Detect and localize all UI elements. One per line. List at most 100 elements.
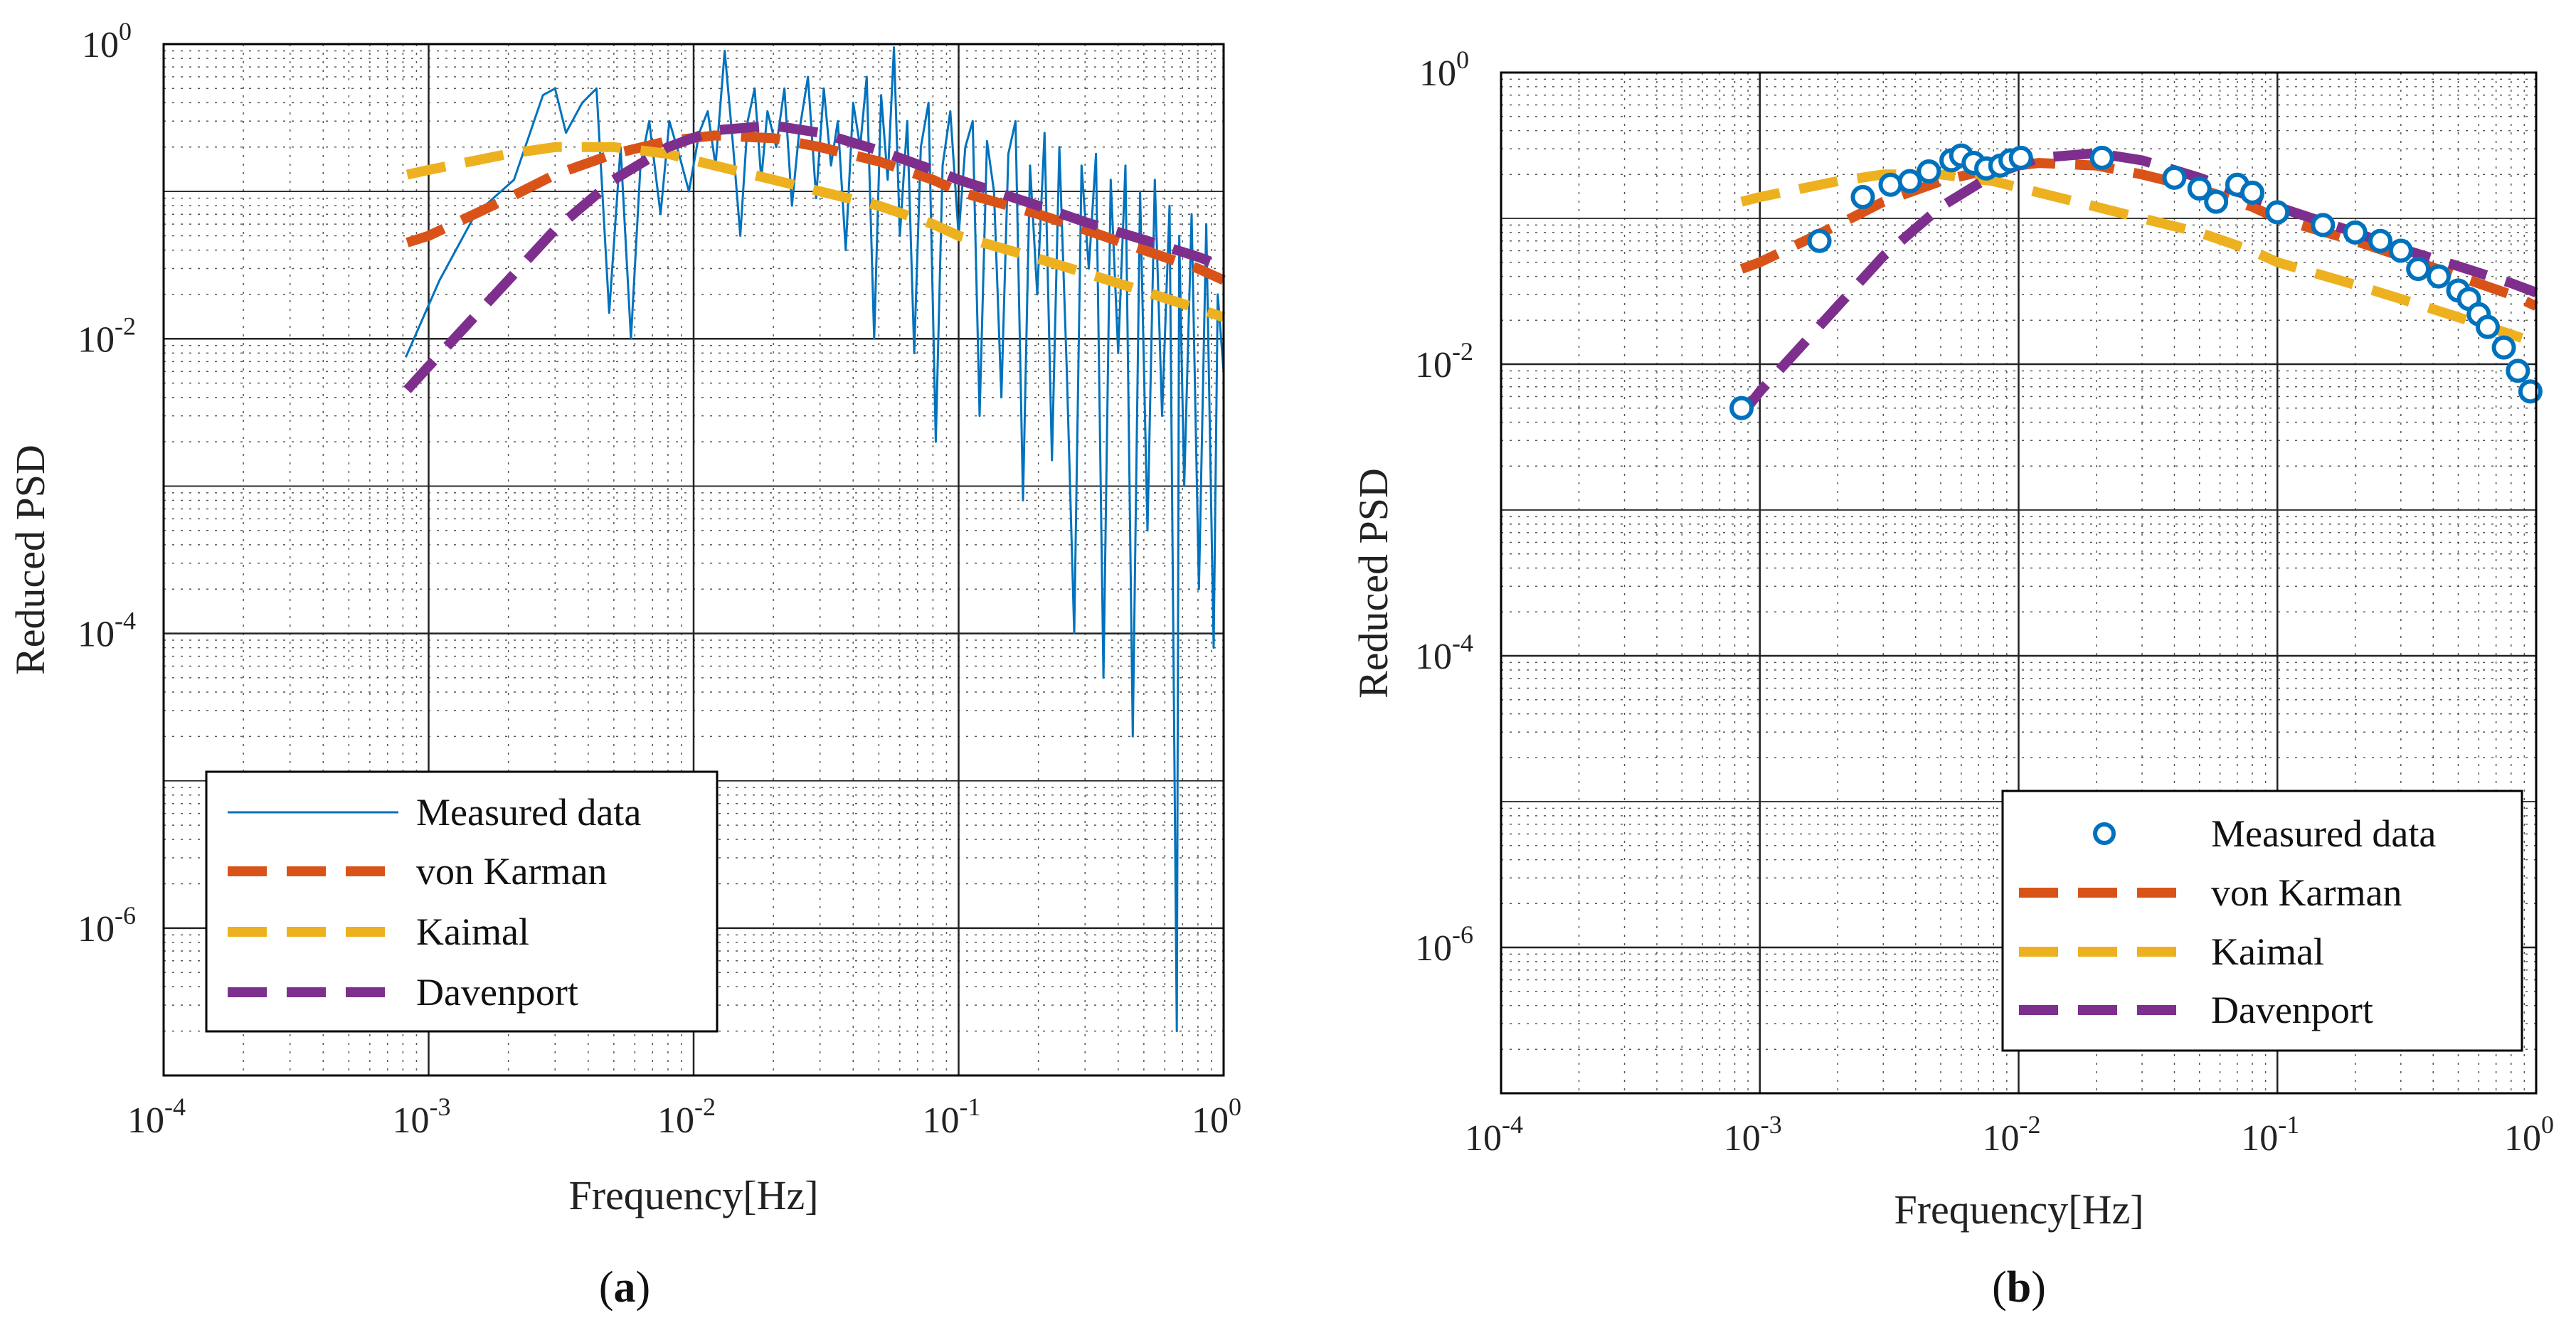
x-tick-label: 10-4: [1465, 1110, 1523, 1159]
caption-letter-b: b: [2007, 1263, 2031, 1312]
series-line-kaimal: [1740, 169, 2538, 348]
x-tick-exponent: -3: [430, 1093, 451, 1121]
x-axis-label-a: Frequency[Hz]: [568, 1172, 818, 1218]
y-tick-exponent: 0: [1456, 46, 1469, 74]
series-line-kaimal: [406, 142, 1226, 322]
data-point-measured-data: [2162, 165, 2187, 190]
x-tick-label: 10-3: [393, 1093, 451, 1141]
x-tick-base: 10: [2504, 1118, 2541, 1159]
data-point-measured-data: [2388, 238, 2413, 263]
y-tick-exponent: -6: [115, 901, 136, 930]
data-point-measured-data: [2187, 176, 2212, 201]
y-tick-base: 10: [1415, 637, 1452, 677]
data-point-measured-data: [2475, 314, 2500, 339]
data-point-measured-data: [2518, 379, 2543, 404]
data-point-measured-data: [2406, 257, 2431, 282]
x-tick-label: 100: [1192, 1093, 1241, 1141]
x-tick-base: 10: [2241, 1118, 2278, 1159]
x-tick-label: 10-2: [657, 1093, 716, 1141]
y-tick-base: 10: [1419, 53, 1456, 94]
data-point-measured-data: [1850, 185, 1875, 210]
legend-label-measured-b: Measured data: [2211, 812, 2436, 855]
y-tick-label: 10-4: [1415, 629, 1473, 677]
legend-a: Measured data von Karman Kaimal Davenpor…: [205, 770, 719, 1033]
y-tick-label: 10-6: [78, 901, 136, 950]
data-point-measured-data: [1897, 169, 1922, 193]
caption-b: (b): [1992, 1263, 2046, 1312]
y-tick-exponent: -2: [1452, 337, 1473, 366]
x-tick-exponent: -4: [164, 1093, 186, 1121]
x-tick-label: 10-1: [923, 1093, 981, 1141]
legend-label-vonkarman-a: von Karman: [416, 850, 607, 893]
legend-label-davenport-b: Davenport: [2211, 989, 2373, 1031]
y-tick-base: 10: [78, 909, 115, 950]
legend-b: Measured data von Karman Kaimal Davenpor…: [2001, 790, 2523, 1052]
data-point-measured-data: [2265, 200, 2290, 225]
series-line-measured-data: [405, 46, 1225, 1033]
x-tick-base: 10: [1465, 1118, 1502, 1159]
data-point-measured-data: [1729, 395, 1754, 420]
series-line-davenport: [1737, 148, 2538, 418]
data-point-measured-data: [2343, 220, 2368, 245]
y-tick-exponent: -4: [115, 607, 136, 635]
legend-swatch-measured-b: [2093, 822, 2116, 845]
data-point-measured-data: [1807, 228, 1832, 253]
data-point-measured-data: [2089, 145, 2114, 170]
caption-a: (a): [599, 1263, 650, 1312]
x-tick-base: 10: [127, 1100, 164, 1141]
x-tick-exponent: -2: [2020, 1110, 2041, 1139]
x-tick-base: 10: [657, 1100, 694, 1141]
y-tick-exponent: -6: [1452, 920, 1473, 949]
data-point-measured-data: [1917, 159, 1941, 184]
y-tick-label: 10-2: [1415, 337, 1473, 386]
x-tick-labels-a: 10-4 10-3 10-2 10-1 100: [127, 1093, 1241, 1141]
x-tick-exponent: 0: [2541, 1110, 2554, 1139]
data-point-measured-data: [2008, 145, 2033, 170]
legend-label-kaimal-b: Kaimal: [2211, 930, 2324, 973]
x-tick-base: 10: [923, 1100, 960, 1141]
legend-label-kaimal-a: Kaimal: [416, 910, 529, 953]
data-point-measured-data: [2426, 264, 2451, 289]
y-axis-label-b: Reduced PSD: [1350, 468, 1396, 698]
series-group-a: [403, 46, 1226, 1033]
data-point-measured-data: [2240, 180, 2264, 205]
y-tick-base: 10: [1415, 345, 1452, 386]
data-point-measured-data: [2368, 228, 2393, 253]
caption-letter-a: a: [614, 1263, 636, 1312]
y-tick-exponent: -2: [115, 312, 136, 340]
data-point-measured-data: [2491, 335, 2516, 360]
y-tick-base: 10: [82, 25, 119, 65]
x-tick-label: 10-1: [2241, 1110, 2299, 1159]
x-tick-label: 10-3: [1724, 1110, 1782, 1159]
y-tick-base: 10: [78, 615, 115, 655]
y-tick-exponent: -4: [1452, 629, 1473, 657]
x-axis-label-b: Frequency[Hz]: [1894, 1186, 2143, 1233]
y-tick-label: 100: [82, 17, 132, 65]
y-tick-label: 10-6: [1415, 920, 1473, 969]
x-tick-exponent: -3: [1761, 1110, 1782, 1139]
y-axis-label-a: Reduced PSD: [7, 445, 53, 675]
x-tick-exponent: -4: [1502, 1110, 1523, 1139]
series-line-davenport: [403, 120, 1226, 393]
data-point-measured-data: [2311, 213, 2336, 238]
data-point-measured-data: [2204, 189, 2229, 214]
x-tick-base: 10: [1983, 1118, 2020, 1159]
x-tick-base: 10: [1724, 1118, 1761, 1159]
x-tick-label: 10-2: [1983, 1110, 2041, 1159]
x-tick-base: 10: [1192, 1100, 1229, 1141]
data-point-measured-data: [2506, 358, 2530, 383]
series-line-von-karman: [406, 130, 1226, 285]
y-tick-label: 100: [1419, 46, 1469, 94]
data-point-measured-data: [1878, 172, 1903, 197]
legend-label-measured-a: Measured data: [416, 791, 641, 834]
y-tick-label: 10-2: [78, 312, 136, 360]
series-group-b: [1729, 143, 2543, 420]
x-tick-exponent: -1: [960, 1093, 981, 1121]
x-tick-label: 100: [2504, 1110, 2554, 1159]
y-tick-base: 10: [1415, 928, 1452, 969]
